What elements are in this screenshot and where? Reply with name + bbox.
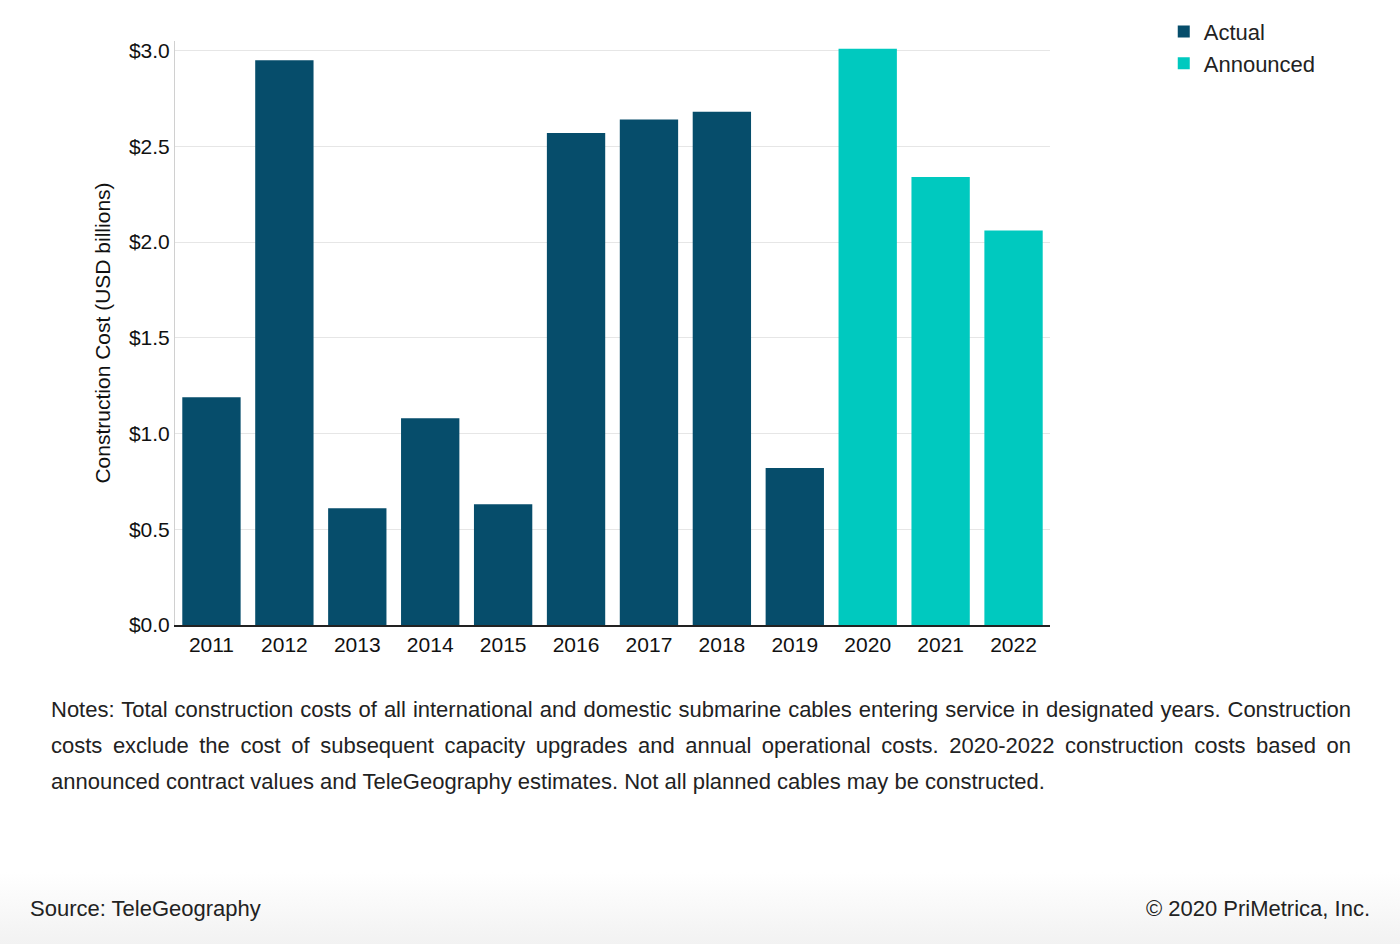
svg-text:2017: 2017: [626, 633, 673, 656]
svg-text:$2.0: $2.0: [129, 230, 170, 253]
svg-text:2016: 2016: [553, 633, 600, 656]
svg-text:2018: 2018: [699, 633, 746, 656]
svg-text:$2.5: $2.5: [129, 135, 170, 158]
svg-text:2011: 2011: [189, 633, 234, 656]
svg-text:2012: 2012: [261, 633, 308, 656]
svg-text:$3.0: $3.0: [129, 39, 170, 62]
html-text:© 2020 PriMetrica, Inc.: © 2020 PriMetrica, Inc.: [1145, 896, 1370, 921]
svg-text:Actual: Actual: [1204, 20, 1265, 45]
svg-text:$0.0: $0.0: [129, 613, 170, 636]
svg-text:Announced: Announced: [1204, 52, 1315, 77]
svg-text:$1.0: $1.0: [129, 422, 170, 445]
svg-text:2014: 2014: [407, 633, 454, 656]
svg-text:2013: 2013: [334, 633, 381, 656]
html-text:Source: TeleGeography: Source: TeleGeography: [30, 896, 261, 921]
svg-text:$0.5: $0.5: [129, 518, 170, 541]
svg-text:$1.5: $1.5: [129, 326, 170, 349]
svg-text:2021: 2021: [917, 633, 964, 656]
svg-text:2019: 2019: [771, 633, 818, 656]
svg-text:Construction Cost (USD billion: Construction Cost (USD billions): [91, 182, 114, 483]
svg-text:2022: 2022: [990, 633, 1037, 656]
svg-text:2015: 2015: [480, 633, 527, 656]
svg-text:2020: 2020: [844, 633, 891, 656]
html-text:Notes: Total construction cost: Notes: Total construction costs of all i…: [51, 697, 1351, 794]
